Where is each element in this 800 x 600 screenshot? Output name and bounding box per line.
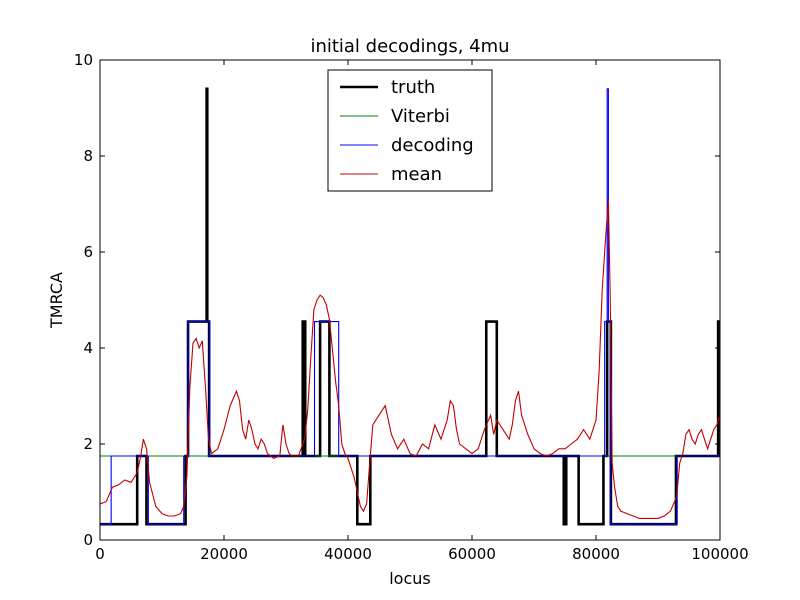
series-layer	[100, 87, 720, 526]
plot-frame	[99, 59, 721, 541]
y-tick-label: 8	[83, 147, 93, 165]
y-axis-label: TMRCA	[47, 272, 66, 329]
y-tick-label: 2	[83, 435, 93, 453]
legend: truth Viterbi decoding mean	[327, 69, 493, 192]
legend-box	[327, 69, 493, 192]
x-tick-label: 100000	[691, 545, 748, 563]
x-axis-label: locus	[389, 569, 431, 588]
x-tick-label: 60000	[448, 545, 496, 563]
y-tick-label: 6	[83, 243, 93, 261]
series-decoding-line	[100, 88, 720, 525]
x-tick-label: 0	[95, 545, 105, 563]
x-tick-label: 40000	[324, 545, 372, 563]
y-tick-label: 4	[83, 339, 93, 357]
y-tick-label: 10	[74, 51, 93, 69]
x-tick-label: 80000	[572, 545, 620, 563]
x-axis: 0 20000 40000 60000 80000 100000	[95, 60, 749, 563]
legend-label-mean: mean	[391, 164, 442, 185]
legend-label-decoding: decoding	[391, 135, 474, 156]
y-tick-label: 0	[83, 531, 93, 549]
chart-title: initial decodings, 4mu	[310, 36, 509, 57]
series-mean-line	[100, 199, 720, 519]
legend-label-viterbi: Viterbi	[391, 106, 450, 127]
legend-label-truth: truth	[391, 77, 435, 98]
x-tick-label: 20000	[200, 545, 248, 563]
y-axis: 0 2 4 6 8 10	[74, 51, 720, 549]
